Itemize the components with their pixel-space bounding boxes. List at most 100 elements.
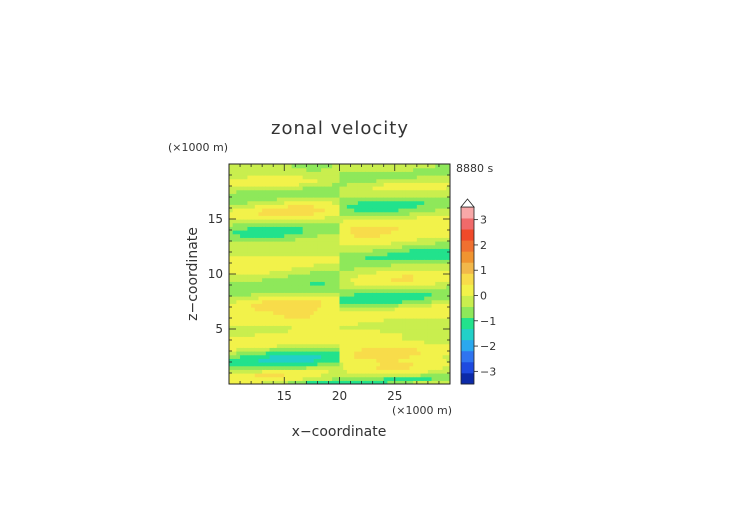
heatmap-cell xyxy=(328,351,333,356)
heatmap-cell xyxy=(265,222,271,227)
heatmap-cell xyxy=(365,354,370,359)
heatmap-cell xyxy=(321,373,326,378)
heatmap-cell xyxy=(339,244,344,249)
heatmap-cell xyxy=(295,365,300,370)
heatmap-cell xyxy=(236,171,241,176)
heatmap-cell xyxy=(229,281,234,286)
heatmap-cell xyxy=(346,248,352,253)
heatmap-cell xyxy=(306,237,311,242)
heatmap-cell xyxy=(317,314,322,319)
heatmap-cell xyxy=(236,226,241,231)
heatmap-cell xyxy=(254,270,260,275)
heatmap-cell xyxy=(317,329,322,334)
heatmap-cell xyxy=(372,226,377,231)
heatmap-cell xyxy=(387,244,392,249)
heatmap-cell xyxy=(269,292,274,297)
heatmap-cell xyxy=(280,332,285,337)
heatmap-cell xyxy=(280,292,285,297)
heatmap-cell xyxy=(365,241,370,246)
heatmap-cell xyxy=(276,354,282,359)
heatmap-cell xyxy=(280,226,285,231)
heatmap-cell xyxy=(357,380,363,384)
heatmap-cell xyxy=(232,233,237,238)
heatmap-cell xyxy=(420,325,425,330)
heatmap-cell xyxy=(276,178,282,183)
heatmap-cell xyxy=(413,362,418,367)
heatmap-cell xyxy=(354,164,359,169)
heatmap-cell xyxy=(435,186,440,191)
heatmap-cell xyxy=(273,175,278,180)
heatmap-cell xyxy=(350,318,355,323)
heatmap-cell xyxy=(365,310,370,315)
heatmap-cell xyxy=(291,197,296,202)
heatmap-cell xyxy=(383,343,388,348)
heatmap-cell xyxy=(254,303,260,308)
heatmap-cell xyxy=(387,233,392,238)
heatmap-cell xyxy=(339,222,344,227)
heatmap-cell xyxy=(276,310,282,315)
heatmap-cell xyxy=(427,230,433,235)
heatmap-cell xyxy=(236,167,241,172)
heatmap-cell xyxy=(431,373,436,378)
heatmap-cell xyxy=(383,167,388,172)
heatmap-cell xyxy=(287,171,293,176)
heatmap-cell xyxy=(298,288,304,293)
heatmap-cell xyxy=(398,318,403,323)
heatmap-cell xyxy=(335,167,341,172)
heatmap-cell xyxy=(357,248,363,253)
heatmap-cell xyxy=(306,189,311,194)
heatmap-cell xyxy=(438,340,444,345)
heatmap-cell xyxy=(380,369,385,374)
heatmap-cell xyxy=(446,343,450,348)
heatmap-cell xyxy=(361,237,366,242)
heatmap-cell xyxy=(383,255,388,260)
heatmap-cell xyxy=(317,336,322,341)
heatmap-cell xyxy=(376,329,381,334)
heatmap-cell xyxy=(438,178,444,183)
heatmap-cell xyxy=(306,270,311,275)
heatmap-cell xyxy=(243,186,249,191)
heatmap-cell xyxy=(372,248,377,253)
heatmap-cell xyxy=(361,204,366,209)
heatmap-cell xyxy=(438,226,444,231)
heatmap-cell xyxy=(357,200,363,205)
heatmap-cell xyxy=(335,329,341,334)
heatmap-cell xyxy=(361,299,366,304)
heatmap-cell xyxy=(409,178,414,183)
heatmap-cell xyxy=(343,200,348,205)
heatmap-cell xyxy=(328,167,333,172)
heatmap-cell xyxy=(328,171,333,176)
heatmap-cell xyxy=(273,362,278,367)
heatmap-cell xyxy=(350,255,355,260)
heatmap-cell xyxy=(361,373,366,378)
heatmap-cell xyxy=(280,263,285,268)
heatmap-cell xyxy=(402,241,407,246)
heatmap-cell xyxy=(317,219,322,224)
heatmap-cell xyxy=(306,373,311,378)
heatmap-cell xyxy=(357,376,363,381)
heatmap-cell xyxy=(295,369,300,374)
heatmap-cell xyxy=(229,193,234,198)
heatmap-cell xyxy=(251,233,256,238)
heatmap-cell xyxy=(365,321,370,326)
heatmap-cell xyxy=(321,340,326,345)
heatmap-cell xyxy=(416,178,422,183)
heatmap-cell xyxy=(413,369,418,374)
heatmap-cell xyxy=(446,252,450,257)
heatmap-cell xyxy=(295,248,300,253)
heatmap-cell xyxy=(431,277,436,282)
heatmap-cell xyxy=(243,204,249,209)
heatmap-cell xyxy=(391,252,396,257)
heatmap-cell xyxy=(251,321,256,326)
heatmap-cell xyxy=(380,171,385,176)
heatmap-cell xyxy=(321,255,326,260)
heatmap-cell xyxy=(343,193,348,198)
heatmap-cell xyxy=(427,292,433,297)
heatmap-cell xyxy=(416,193,422,198)
heatmap-cell xyxy=(287,248,293,253)
heatmap-cell xyxy=(324,299,330,304)
heatmap-cell xyxy=(413,189,418,194)
heatmap-cell xyxy=(313,354,318,359)
heatmap-cell xyxy=(232,270,237,275)
heatmap-cell xyxy=(313,226,318,231)
